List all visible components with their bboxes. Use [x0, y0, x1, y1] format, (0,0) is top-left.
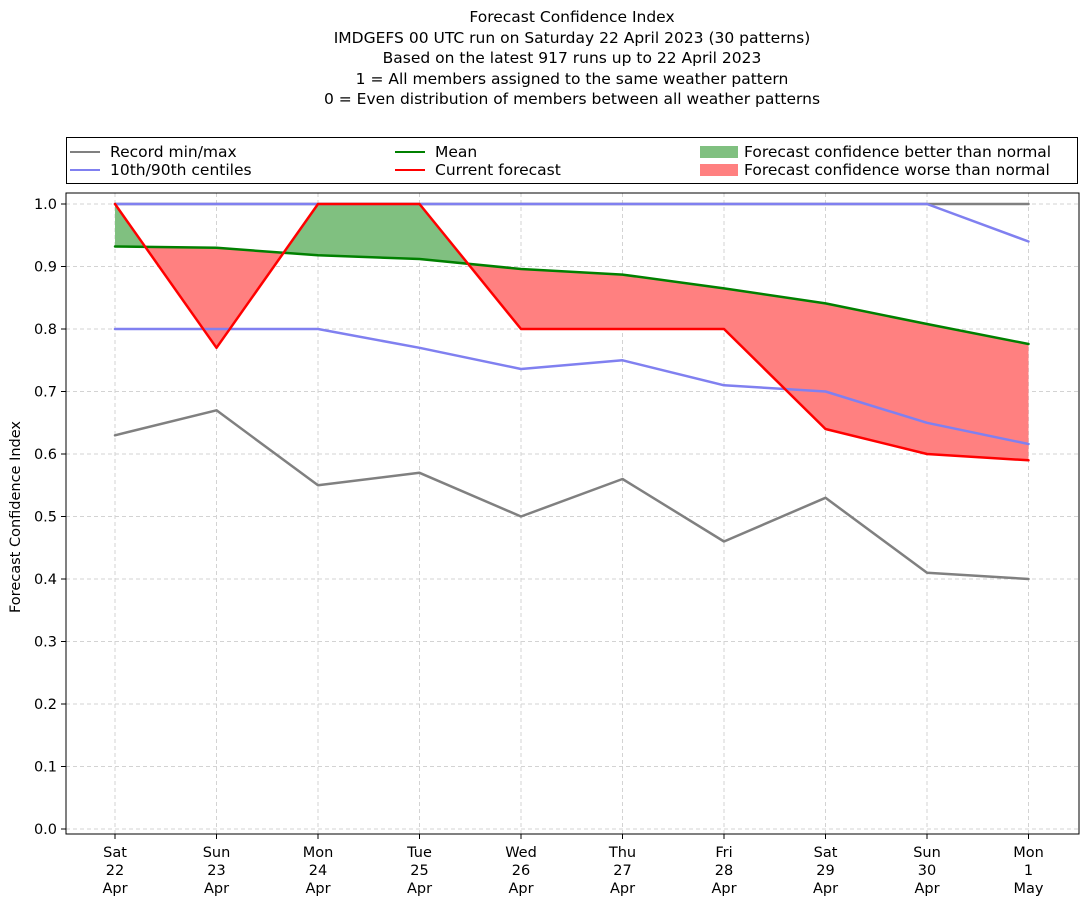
legend-label-current: Current forecast: [435, 161, 561, 179]
legend-item-better: Forecast confidence better than normal: [700, 143, 1051, 161]
series-current-forecast: [113, 202, 1030, 462]
x-tick-label: 27: [613, 863, 631, 879]
x-tick-label: Apr: [102, 881, 127, 897]
legend-item-record: Record min/max: [70, 143, 237, 161]
y-tick-label: 0.9: [34, 260, 57, 276]
legend-swatch-mean: [395, 151, 425, 153]
x-tick-label: Apr: [610, 881, 635, 897]
x-tick-label: May: [1014, 881, 1044, 897]
x-tick-label: Sat: [814, 845, 838, 861]
x-tick-label: Thu: [608, 845, 636, 861]
x-tick-label: 22: [106, 863, 124, 879]
x-tick-label: 28: [715, 863, 733, 879]
x-tick-label: Apr: [914, 881, 939, 897]
chart-title: Forecast Confidence Index IMDGEFS 00 UTC…: [0, 7, 1092, 110]
x-tick-label: 23: [207, 863, 225, 879]
legend-item-worse: Forecast confidence worse than normal: [700, 161, 1050, 179]
legend-swatch-worse: [700, 164, 738, 176]
fill-worse: [622, 274, 724, 329]
legend-label-centiles: 10th/90th centiles: [110, 161, 252, 179]
y-tick-label: 0.6: [34, 447, 57, 463]
y-tick-label: 0.1: [34, 760, 57, 776]
x-tick-label: Sun: [913, 845, 941, 861]
fill-worse: [825, 303, 927, 454]
x-tick-label: Mon: [303, 845, 334, 861]
x-tick-label: 24: [309, 863, 327, 879]
legend-label-record: Record min/max: [110, 143, 237, 161]
x-tick-label: 1: [1024, 863, 1033, 879]
x-tick-label: Apr: [204, 881, 229, 897]
y-tick-label: 1.0: [34, 197, 57, 213]
fill-better: [318, 204, 420, 259]
fill-worse: [927, 324, 1029, 461]
plot-frame: [65, 192, 1080, 835]
series-10th-centile: [113, 327, 1030, 446]
legend-swatch-record: [70, 151, 100, 153]
legend-item-centiles: 10th/90th centiles: [70, 161, 252, 179]
x-tick-label: Sun: [203, 845, 231, 861]
series-lines: [113, 202, 1030, 581]
title-line: 1 = All members assigned to the same wea…: [355, 69, 789, 88]
series-mean: [113, 245, 1030, 346]
x-tick-label: Tue: [406, 845, 432, 861]
legend: Record min/max 10th/90th centiles Mean C…: [66, 137, 1078, 184]
y-tick-label: 0.0: [34, 822, 57, 838]
x-tick-label: Sat: [103, 845, 127, 861]
legend-swatch-centiles: [70, 169, 100, 171]
x-tick-label: Apr: [508, 881, 533, 897]
legend-item-mean: Mean: [395, 143, 477, 161]
y-tick-label: 0.7: [34, 385, 57, 401]
y-tick-label: 0.2: [34, 697, 57, 713]
fill-worse: [724, 288, 826, 429]
x-tick-label: Wed: [505, 845, 537, 861]
legend-label-mean: Mean: [435, 143, 478, 161]
legend-item-current: Current forecast: [395, 161, 561, 179]
title-line: 0 = Even distribution of members between…: [323, 90, 821, 108]
legend-label-better: Forecast confidence better than normal: [744, 143, 1052, 161]
title-line: Based on the latest 917 runs up to 22 Ap…: [382, 49, 762, 67]
y-tick-label: 0.5: [34, 510, 57, 526]
legend-swatch-current: [395, 169, 425, 171]
fill-worse: [521, 269, 623, 329]
x-tick-label: Apr: [305, 881, 330, 897]
x-tick-label: 25: [410, 863, 428, 879]
x-tick-label: Mon: [1013, 845, 1044, 861]
x-tick-label: 30: [918, 863, 936, 879]
x-tick-label: Fri: [715, 845, 732, 861]
x-tick-label: Apr: [813, 881, 838, 897]
confidence-fills: [115, 204, 1029, 461]
x-tick-label: 29: [816, 863, 834, 879]
series-90th-centile: [113, 202, 1030, 243]
title-line: Forecast Confidence Index: [469, 8, 675, 26]
y-tick-label: 0.4: [34, 572, 57, 588]
title-line: IMDGEFS 00 UTC run on Saturday 22 April …: [333, 28, 811, 47]
legend-label-worse: Forecast confidence worse than normal: [744, 161, 1050, 179]
x-tick-label: 26: [512, 863, 530, 879]
y-tick-label: 0.8: [34, 322, 57, 338]
axis-ticks: 0.0 0.1 0.2 0.3 0.4 0.5 0.6 0.7 0.8 0.9 1.0 Sat 22 Ap…: [34, 197, 1044, 897]
x-tick-label: Apr: [407, 881, 432, 897]
series-record-min: [113, 409, 1030, 581]
y-axis-label: Forecast Confidence Index: [8, 420, 24, 614]
y-tick-label: 0.3: [34, 635, 57, 651]
legend-swatch-better: [700, 146, 738, 158]
x-tick-label: Apr: [711, 881, 736, 897]
